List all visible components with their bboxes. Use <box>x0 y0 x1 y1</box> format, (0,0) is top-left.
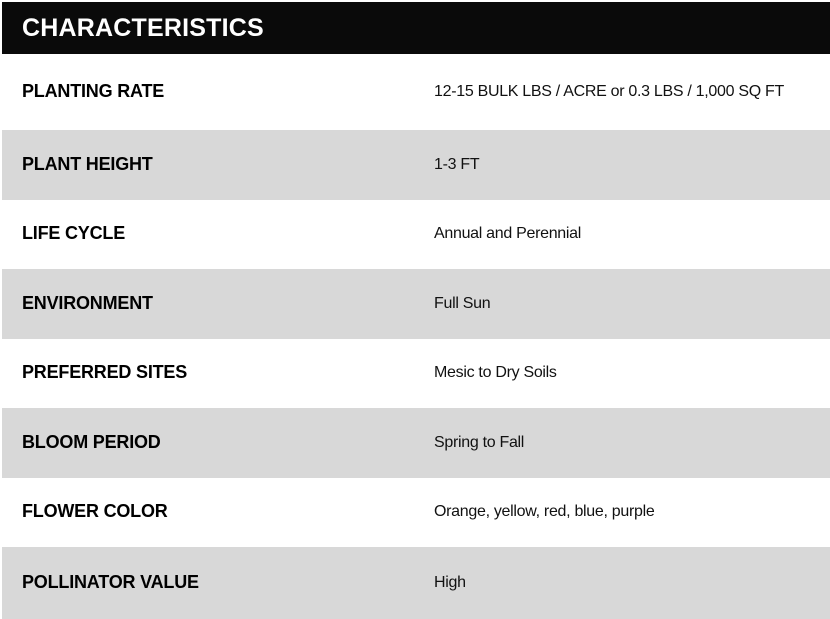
table-row: LIFE CYCLE Annual and Perennial <box>2 199 830 269</box>
table-row: ENVIRONMENT Full Sun <box>2 269 830 339</box>
row-label: LIFE CYCLE <box>22 223 126 244</box>
row-label: POLLINATOR VALUE <box>22 572 199 593</box>
table-rows: PLANTING RATE 12-15 BULK LBS / ACRE or 0… <box>2 54 830 619</box>
row-value: Annual and Perennial <box>434 225 582 243</box>
table-row: PREFERRED SITES Mesic to Dry Soils <box>2 338 830 408</box>
table-row: PLANT HEIGHT 1-3 FT <box>2 130 830 200</box>
row-label: BLOOM PERIOD <box>22 431 161 452</box>
row-value: High <box>434 574 466 592</box>
row-value: Orange, yellow, red, blue, purple <box>434 503 655 521</box>
row-value: 1-3 FT <box>434 155 480 173</box>
row-value: Spring to Fall <box>434 433 525 451</box>
row-value: Mesic to Dry Soils <box>434 364 557 382</box>
row-label: PLANTING RATE <box>22 81 165 102</box>
table-row: BLOOM PERIOD Spring to Fall <box>2 408 830 478</box>
table-row: PLANTING RATE 12-15 BULK LBS / ACRE or 0… <box>2 54 830 130</box>
table-row: FLOWER COLOR Orange, yellow, red, blue, … <box>2 477 830 547</box>
row-value: Full Sun <box>434 294 491 312</box>
row-label: PLANT HEIGHT <box>22 153 153 174</box>
row-value: 12-15 BULK LBS / ACRE or 0.3 LBS / 1,000… <box>434 83 784 101</box>
section-header-title: CHARACTERISTICS <box>22 13 264 42</box>
row-label: PREFERRED SITES <box>22 362 188 383</box>
table-row: POLLINATOR VALUE High <box>2 547 830 619</box>
row-label: ENVIRONMENT <box>22 292 153 313</box>
section-header: CHARACTERISTICS <box>2 2 830 54</box>
row-label: FLOWER COLOR <box>22 501 168 522</box>
